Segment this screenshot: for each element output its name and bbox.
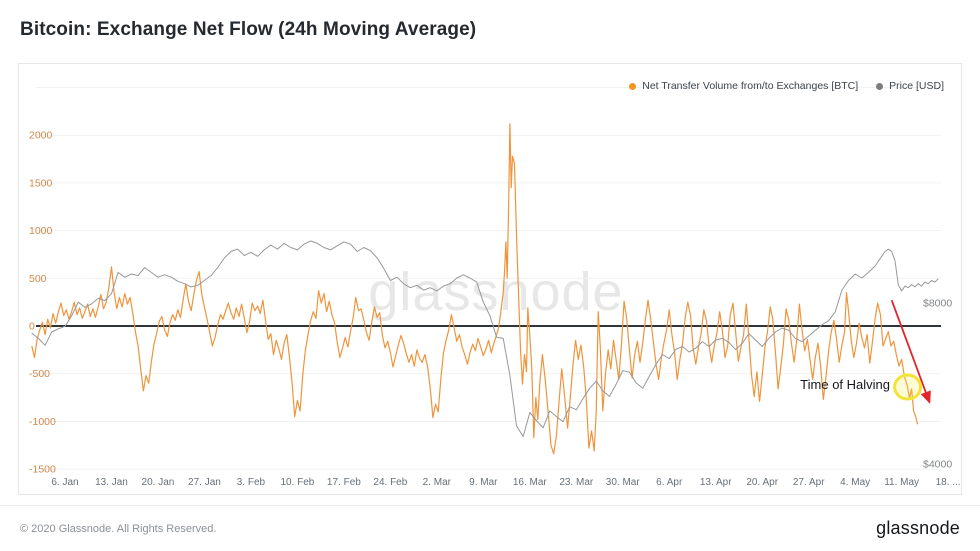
price-legend-dot-icon (876, 82, 884, 90)
x-axis-label: 16. Mar (513, 477, 548, 488)
x-axis-label: 6. Apr (656, 477, 683, 488)
x-axis-label: 3. Feb (237, 477, 266, 488)
x-axis-label: 27. Apr (793, 477, 825, 488)
page-title: Bitcoin: Exchange Net Flow (24h Moving A… (20, 19, 477, 40)
legend: Net Transfer Volume from/to Exchanges [B… (629, 80, 944, 92)
price-legend-label: Price [USD] (889, 80, 944, 92)
x-axis-label: 24. Feb (373, 477, 407, 488)
x-axis-label: 13. Jan (95, 477, 128, 488)
x-axis-label: 20. Apr (746, 477, 778, 488)
x-axis-label: 30. Mar (606, 477, 641, 488)
y-axis-label-left: -1500 (29, 464, 56, 476)
netflow-series-line (31, 123, 919, 455)
y-axis-label-left: 0 (29, 321, 35, 333)
glassnode-logo: glassnode (876, 518, 960, 538)
x-axis-label: 17. Feb (327, 477, 361, 488)
copyright-text: © 2020 Glassnode. All Rights Reserved. (20, 522, 217, 535)
x-axis-label: 4. May (840, 477, 870, 488)
x-axis-label: 6. Jan (51, 477, 78, 488)
footer: © 2020 Glassnode. All Rights Reserved. g… (0, 505, 980, 551)
halving-annotation-label: Time of Halving (800, 377, 890, 392)
y-axis-label-left: 500 (29, 273, 47, 285)
y-axis-label-left: 1000 (29, 225, 53, 237)
x-axis-label: 10. Feb (280, 477, 314, 488)
y-axis-label-left: 2000 (29, 130, 53, 142)
legend-item-netflow[interactable]: Net Transfer Volume from/to Exchanges [B… (629, 80, 858, 92)
netflow-legend-dot-icon (629, 82, 637, 90)
x-axis-label: 11. May (884, 477, 919, 488)
y-axis-label-left: -1000 (29, 416, 56, 428)
legend-item-price[interactable]: Price [USD] (876, 80, 944, 92)
x-axis-label: 2. Mar (423, 477, 452, 488)
halving-arrow (890, 299, 931, 405)
price-series-line (31, 240, 939, 438)
halving-highlight-circle (893, 373, 923, 401)
x-axis-label: 13. Apr (700, 477, 732, 488)
x-axis-label: 20. Jan (142, 477, 175, 488)
netflow-legend-label: Net Transfer Volume from/to Exchanges [B… (642, 80, 859, 92)
chart-canvas[interactable]: 2000 1500 1000 500 0 -500 -1000 -1500 $8000 $4000… (19, 64, 961, 494)
x-axis-label: 27. Jan (188, 477, 221, 488)
chart-card: Net Transfer Volume from/to Exchanges [B… (18, 63, 962, 495)
y-axis-label-right: $4000 (923, 459, 952, 471)
y-axis-label-left: -500 (29, 368, 50, 380)
y-axis-label-left: 1500 (29, 177, 53, 189)
x-axis-label: 18. ... (936, 477, 961, 488)
y-axis-label-right: $8000 (923, 298, 952, 310)
x-axis-label: 23. Mar (559, 477, 594, 488)
x-axis-label: 9. Mar (469, 477, 498, 488)
